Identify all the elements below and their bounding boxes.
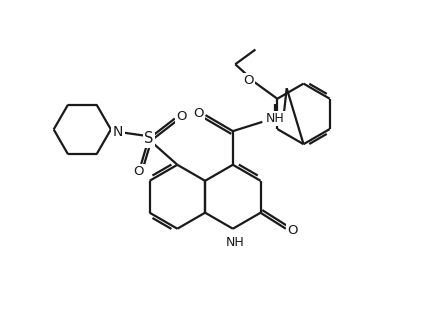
Text: O: O [287,224,298,237]
Text: N: N [113,125,123,139]
Text: O: O [176,110,187,123]
Text: O: O [133,165,144,178]
Text: O: O [243,74,254,87]
Text: NH: NH [226,236,244,249]
Text: S: S [144,131,154,146]
Text: NH: NH [265,112,284,125]
Text: O: O [193,107,204,119]
